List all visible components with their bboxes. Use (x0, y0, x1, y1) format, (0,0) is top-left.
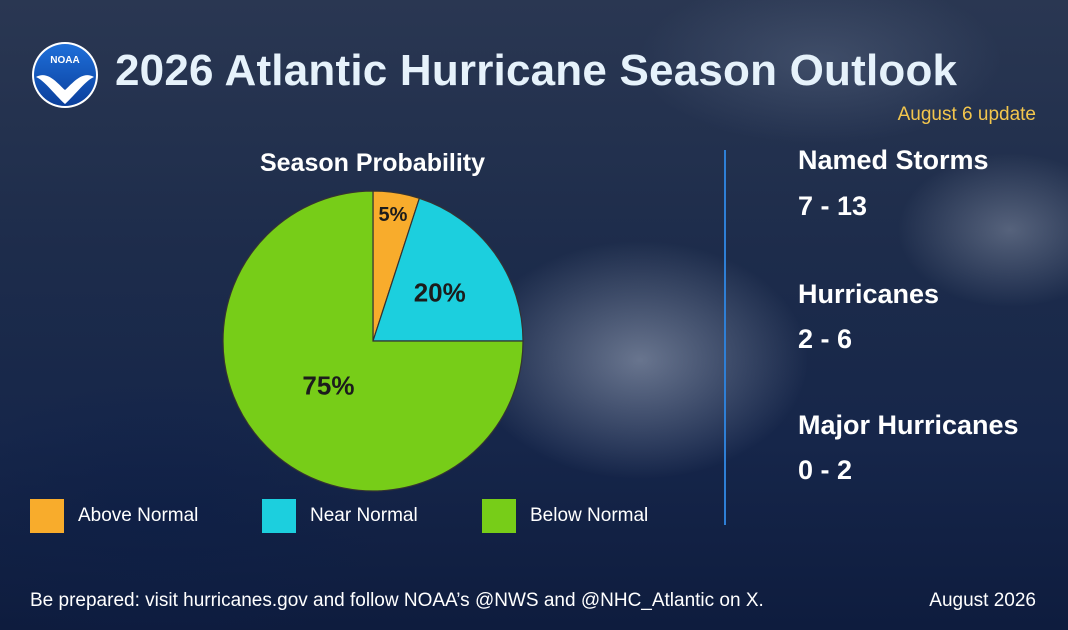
pie-slice-below-normal (222, 190, 524, 492)
page-title: 2026 Atlantic Hurricane Season Outlook (115, 46, 958, 95)
footer-message: Be prepared: visit hurricanes.gov and fo… (30, 590, 764, 611)
legend-label-below-normal: Below Normal (530, 505, 649, 526)
legend-swatch-below-normal (482, 499, 516, 533)
update-note: August 6 update (897, 104, 1036, 125)
noaa-logo: NOAA (32, 42, 98, 108)
pie-label-above-normal: 5% (378, 204, 407, 226)
stat-label-major-hurricanes: Major Hurricanes (798, 410, 1019, 440)
legend-item-near-normal: Near Normal (262, 499, 418, 533)
legend-item-below-normal: Below Normal (482, 499, 648, 533)
legend-swatch-near-normal (262, 499, 296, 533)
stat-value-major-hurricanes: 0 - 2 (798, 455, 853, 485)
legend-swatch-above-normal (30, 499, 64, 533)
stat-label-hurricanes: Hurricanes (798, 279, 940, 309)
legend-item-above-normal: Above Normal (30, 499, 198, 533)
chart-title: Season Probability (259, 149, 486, 177)
divider-line (724, 150, 726, 525)
stat-value-named-storms: 7 - 13 (798, 191, 868, 221)
legend-label-near-normal: Near Normal (310, 505, 418, 526)
logo-text: NOAA (50, 55, 79, 66)
footer-date: August 2026 (929, 590, 1036, 611)
legend-label-above-normal: Above Normal (78, 505, 199, 526)
pie-label-near-normal: 20% (414, 278, 466, 308)
pie-label-below-normal: 75% (302, 371, 354, 401)
stat-value-hurricanes: 2 - 6 (798, 324, 853, 354)
pie-slice-near-normal (372, 197, 524, 342)
stat-label-named-storms: Named Storms (798, 145, 989, 175)
